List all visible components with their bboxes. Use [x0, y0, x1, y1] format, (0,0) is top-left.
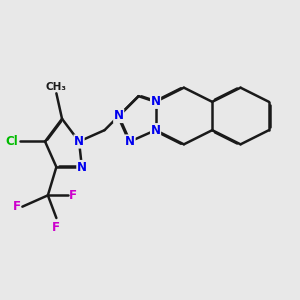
Text: F: F	[69, 189, 77, 202]
Text: N: N	[77, 160, 87, 173]
Text: F: F	[52, 221, 60, 234]
Text: N: N	[151, 124, 160, 137]
Text: Cl: Cl	[5, 135, 18, 148]
Text: F: F	[13, 200, 21, 213]
Text: N: N	[74, 135, 84, 148]
Text: N: N	[125, 135, 135, 148]
Text: N: N	[151, 95, 160, 108]
Text: N: N	[114, 110, 124, 122]
Text: CH₃: CH₃	[46, 82, 67, 92]
